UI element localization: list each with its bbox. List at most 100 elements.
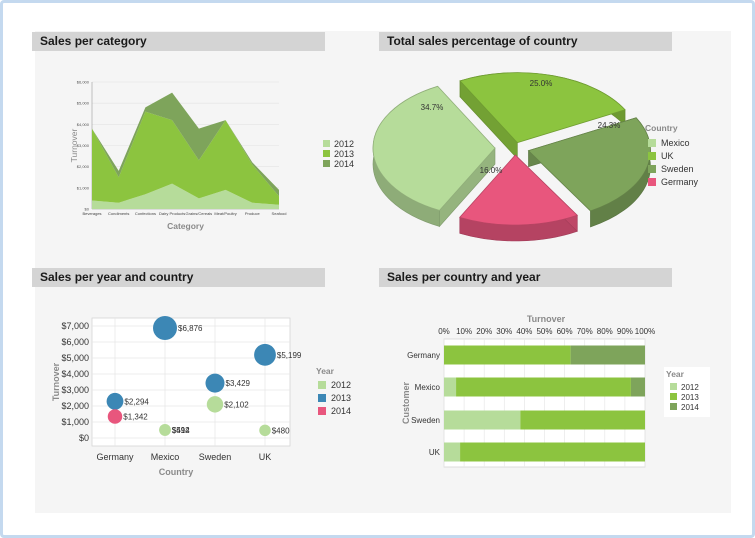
bar-segment-uk-2012 bbox=[444, 442, 461, 462]
bubble-point-germany-2014 bbox=[107, 409, 123, 424]
pie-slice-uk bbox=[459, 72, 626, 144]
pie-legend-germany-swatch bbox=[648, 178, 656, 186]
bubble-point-mexico-2012 bbox=[159, 424, 171, 436]
bar-xtick-label: 50% bbox=[536, 327, 552, 336]
bubble-xtick-label: Mexico bbox=[151, 452, 180, 462]
area-legend-2012-swatch bbox=[323, 140, 330, 147]
bar-segment-sweden-2013 bbox=[520, 410, 645, 430]
bubble-legend-2012-swatch bbox=[318, 381, 326, 389]
bubble-data-label: $514 bbox=[172, 426, 190, 435]
bar-xtick-label: 90% bbox=[617, 327, 633, 336]
bubble-ytick-label: $3,000 bbox=[61, 385, 89, 395]
bubble-data-label: $492 bbox=[172, 426, 190, 435]
bubble-ytick-label: $1,000 bbox=[61, 417, 89, 427]
bar-category-label: Germany bbox=[407, 351, 440, 360]
bar-segment-sweden-2012 bbox=[444, 410, 521, 430]
area-ytick-label: $3,000 bbox=[77, 143, 90, 148]
pie-slice-label-germany: 16.0% bbox=[480, 166, 503, 175]
bubble-point-uk-2012 bbox=[259, 424, 271, 437]
bar-legend-2012-label: 2012 bbox=[681, 383, 699, 392]
area-xtick-label: Produce bbox=[245, 211, 261, 216]
area-series-2012 bbox=[92, 183, 279, 209]
bubble-legend-2013-swatch bbox=[318, 394, 326, 402]
bar-xtick-label: 10% bbox=[456, 327, 472, 336]
bubble-legend-2013-label: 2013 bbox=[331, 393, 351, 403]
bubble-data-label: $5,199 bbox=[277, 351, 302, 360]
pie-legend-sweden-label: Sweden bbox=[661, 164, 694, 174]
bar-segment-germany-2014 bbox=[570, 345, 645, 365]
bar-x-axis-title: Turnover bbox=[527, 314, 566, 324]
bar-segment-mexico-2013 bbox=[456, 377, 631, 397]
area-xtick-label: Dairy Products bbox=[159, 211, 185, 216]
bar-legend-2014-swatch bbox=[670, 403, 677, 410]
area-series-2014 bbox=[92, 92, 279, 197]
bubble-legend-2012-label: 2012 bbox=[331, 380, 351, 390]
bar-legend-2013-label: 2013 bbox=[681, 393, 699, 402]
bar-segment-mexico-2012 bbox=[444, 377, 457, 397]
bubble-point-sweden-2013 bbox=[205, 373, 225, 393]
bar-segment-germany-2013 bbox=[444, 345, 571, 365]
bar-legend-2014-label: 2014 bbox=[681, 403, 699, 412]
panel-title-sales-per-year-country: Sales per year and country bbox=[32, 268, 325, 287]
bubble-data-label: $3,429 bbox=[226, 379, 251, 388]
area-ytick-label: $5,000 bbox=[77, 101, 90, 106]
area-x-axis-title: Category bbox=[167, 221, 204, 231]
bar-xtick-label: 60% bbox=[557, 327, 573, 336]
pie-legend-title: Country bbox=[645, 123, 678, 133]
bubble-xtick-label: Germany bbox=[96, 452, 134, 462]
panel-title-sales-per-country-year: Sales per country and year bbox=[379, 268, 672, 287]
bubble-data-label: $2,294 bbox=[124, 397, 149, 406]
area-xtick-label: Condiments bbox=[108, 211, 129, 216]
bubble-xtick-label: Sweden bbox=[199, 452, 232, 462]
area-xtick-label: Beverages bbox=[82, 211, 101, 216]
pie-slice-label-uk: 25.0% bbox=[530, 79, 553, 88]
bubble-ytick-label: $0 bbox=[79, 433, 89, 443]
area-legend-2012-label: 2012 bbox=[334, 139, 354, 149]
pie-slice-mexico bbox=[372, 85, 496, 211]
bar-segment-uk-2013 bbox=[460, 442, 645, 462]
area-xtick-label: Confections bbox=[135, 211, 156, 216]
area-legend-2014-swatch bbox=[323, 160, 330, 167]
area-xtick-label: Meat/Poultry bbox=[214, 211, 236, 216]
area-legend-2013-label: 2013 bbox=[334, 149, 354, 159]
bar-xtick-label: 30% bbox=[496, 327, 512, 336]
area-ytick-label: $0 bbox=[85, 207, 90, 212]
bar-segment-mexico-2014 bbox=[630, 377, 645, 397]
bubble-xtick-label: UK bbox=[259, 452, 272, 462]
bubble-legend-2014-label: 2014 bbox=[331, 406, 351, 416]
area-ytick-label: $6,000 bbox=[77, 80, 90, 85]
pie-legend-germany-label: Germany bbox=[661, 177, 699, 187]
bubble-plot-area bbox=[91, 317, 291, 447]
bar-xtick-label: 20% bbox=[476, 327, 492, 336]
bubble-ytick-label: $4,000 bbox=[61, 369, 89, 379]
bubble-x-axis-title: Country bbox=[159, 467, 194, 477]
bubble-ytick-label: $2,000 bbox=[61, 401, 89, 411]
bar-category-label: Mexico bbox=[415, 383, 441, 392]
bar-xtick-label: 0% bbox=[438, 327, 450, 336]
bubble-data-label: $2,102 bbox=[224, 400, 249, 409]
bubble-y-axis-title: Turnover bbox=[51, 362, 61, 401]
bar-legend-2013-swatch bbox=[670, 393, 677, 400]
pie-slice-germany bbox=[459, 154, 579, 226]
bubble-ytick-label: $5,000 bbox=[61, 353, 89, 363]
panel-title-sales-per-category: Sales per category bbox=[32, 32, 325, 51]
bubble-data-label: $480 bbox=[272, 426, 290, 435]
bubble-ytick-label: $7,000 bbox=[61, 321, 89, 331]
area-series-2013 bbox=[92, 111, 279, 205]
bubble-point-sweden-2012 bbox=[206, 396, 224, 413]
bubble-point-uk-2013 bbox=[254, 343, 276, 366]
bubble-legend-title: Year bbox=[316, 366, 335, 376]
bar-xtick-label: 40% bbox=[516, 327, 532, 336]
bar-y-axis-title: Customer bbox=[401, 382, 411, 425]
bar-xtick-label: 80% bbox=[597, 327, 613, 336]
pie-legend-uk-label: UK bbox=[661, 151, 674, 161]
area-xtick-label: Grains/Cereals bbox=[186, 211, 213, 216]
area-ytick-label: $2,000 bbox=[77, 164, 90, 169]
bar-xtick-label: 70% bbox=[577, 327, 593, 336]
pie-legend-mexico-label: Mexico bbox=[661, 138, 690, 148]
pie-legend-uk-swatch bbox=[648, 152, 656, 160]
bubble-point-mexico-2013 bbox=[153, 315, 177, 340]
bubble-legend-2014-swatch bbox=[318, 407, 326, 415]
area-legend-2013-swatch bbox=[323, 150, 330, 157]
